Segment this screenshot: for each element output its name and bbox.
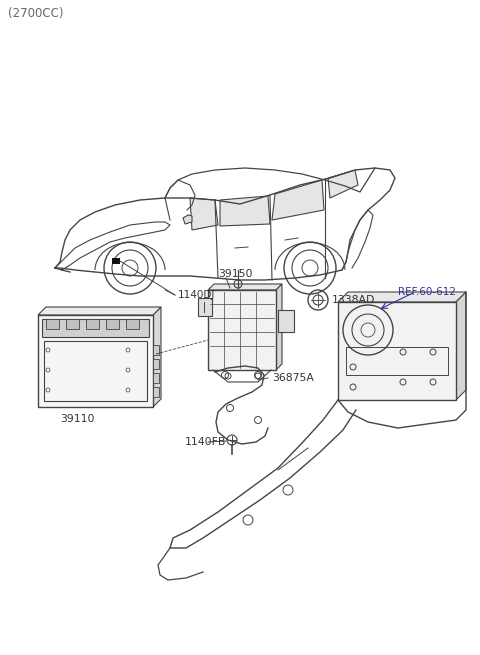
Bar — [66, 319, 79, 329]
Bar — [38, 315, 153, 407]
Bar — [198, 298, 212, 316]
Bar — [106, 319, 119, 329]
Bar — [346, 347, 448, 375]
Polygon shape — [220, 196, 270, 226]
Polygon shape — [38, 307, 161, 315]
Text: REF.60-612: REF.60-612 — [398, 287, 456, 297]
Polygon shape — [112, 258, 120, 264]
Bar — [153, 359, 159, 369]
Polygon shape — [190, 198, 218, 230]
Text: 1338AD: 1338AD — [332, 295, 375, 305]
Polygon shape — [272, 180, 324, 220]
Text: 36875A: 36875A — [272, 373, 314, 383]
Text: 1140FB: 1140FB — [185, 437, 227, 447]
Polygon shape — [338, 292, 466, 302]
Bar — [42, 319, 149, 337]
Polygon shape — [183, 215, 192, 224]
Polygon shape — [153, 307, 161, 407]
Text: 39110: 39110 — [60, 414, 95, 424]
Polygon shape — [328, 170, 358, 198]
Polygon shape — [456, 292, 466, 400]
Bar — [86, 319, 99, 329]
Bar — [338, 302, 456, 400]
Polygon shape — [276, 284, 282, 370]
Bar — [126, 319, 139, 329]
Text: (2700CC): (2700CC) — [8, 7, 63, 20]
Polygon shape — [208, 284, 282, 290]
Bar — [153, 373, 159, 383]
Bar — [46, 319, 59, 329]
Bar — [44, 341, 147, 401]
Bar — [153, 345, 159, 355]
Text: 1140DJ: 1140DJ — [178, 290, 216, 300]
Bar — [278, 310, 294, 332]
Bar — [153, 387, 159, 397]
Bar — [208, 290, 276, 370]
Text: 39150: 39150 — [218, 269, 252, 279]
